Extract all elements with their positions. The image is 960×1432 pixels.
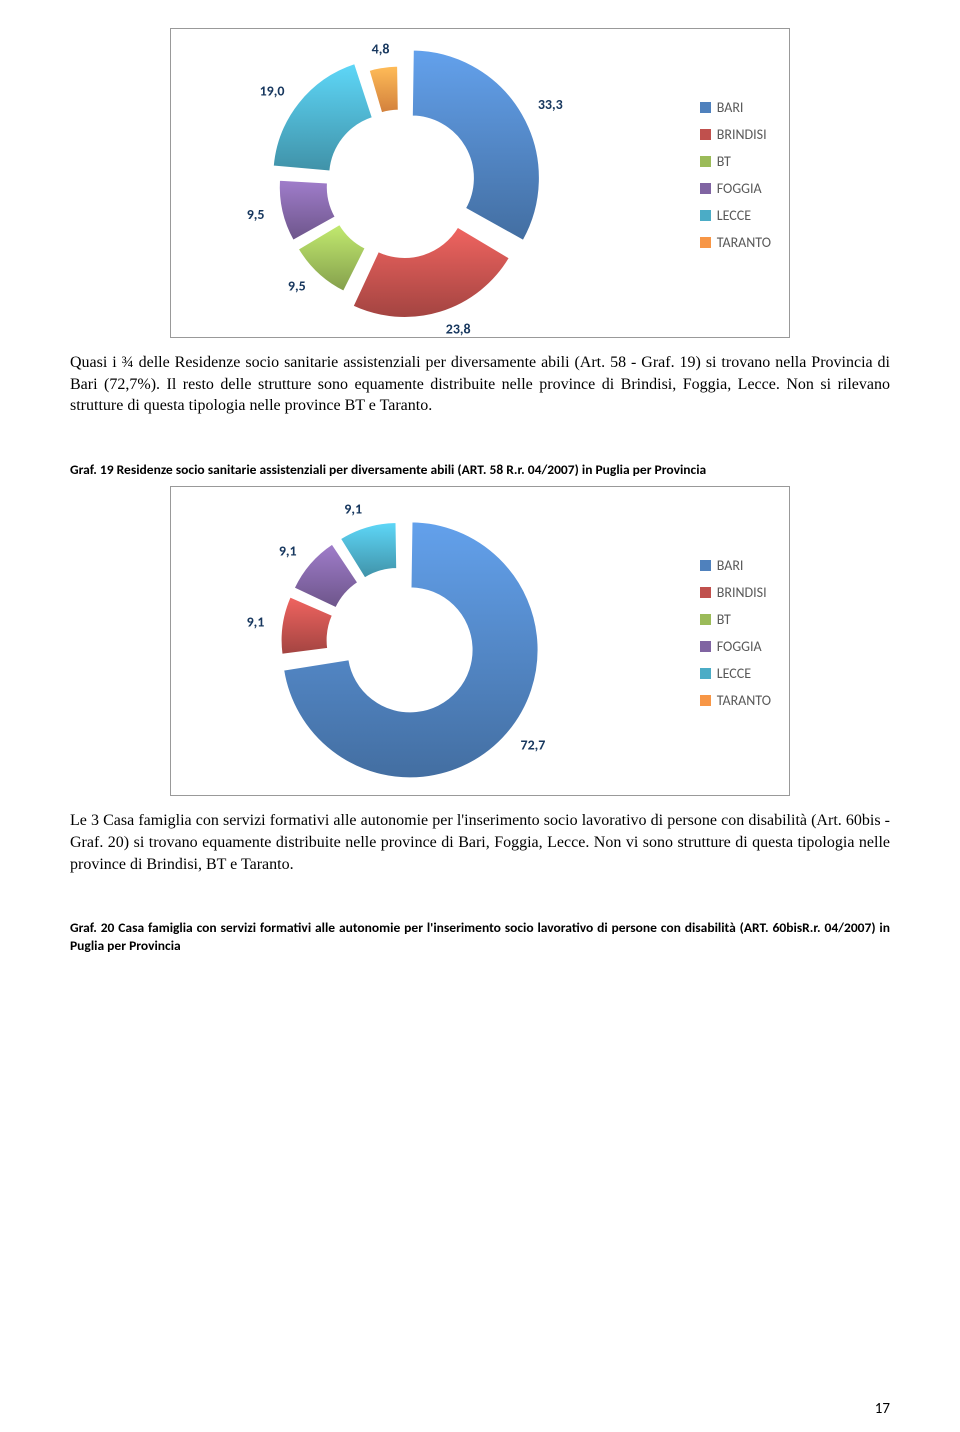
legend-swatch [700, 587, 711, 598]
slice-label: 23,8 [446, 320, 471, 337]
slice-label: 9,5 [288, 278, 306, 295]
doughnut-chart-1: 33,3 23,8 9,5 9,5 19,0 4,8 [171, 29, 601, 339]
legend-item: BARI [700, 557, 771, 574]
legend-item: BT [700, 611, 771, 628]
slice-label: 9,5 [247, 206, 265, 223]
legend-label: BARI [717, 99, 744, 116]
slice-label: 72,7 [520, 737, 545, 754]
legend-swatch [700, 210, 711, 221]
legend-swatch [700, 614, 711, 625]
slice-taranto [369, 66, 398, 113]
legend-item: BRINDISI [700, 584, 771, 601]
legend-2: BARI BRINDISI BT FOGGIA LECCE TARANTO [700, 557, 771, 719]
slice-label: 9,1 [344, 501, 362, 518]
slice-foggia [294, 545, 357, 608]
legend-item: TARANTO [700, 234, 771, 251]
slice-bari [412, 50, 539, 240]
legend-label: FOGGIA [717, 638, 762, 655]
legend-item: BT [700, 153, 771, 170]
slice-label: 9,1 [247, 614, 265, 631]
legend-1: BARI BRINDISI BT FOGGIA LECCE TARANTO [700, 99, 771, 261]
legend-label: BRINDISI [717, 584, 767, 601]
page-number: 17 [875, 1400, 890, 1418]
legend-label: BRINDISI [717, 126, 767, 143]
slice-foggia [279, 180, 335, 240]
legend-label: TARANTO [717, 692, 771, 709]
legend-item: TARANTO [700, 692, 771, 709]
legend-swatch [700, 183, 711, 194]
legend-swatch [700, 668, 711, 679]
chart-2-frame: 72,7 9,1 9,1 9,1 BARI BRINDISI BT FOGGIA LECCE T… [170, 486, 790, 796]
legend-swatch [700, 695, 711, 706]
slice-label: 19,0 [260, 82, 285, 99]
legend-swatch [700, 237, 711, 248]
slice-lecce [273, 64, 372, 171]
chart-1-frame: 33,3 23,8 9,5 9,5 19,0 4,8 BARI BRINDISI BT FOGG… [170, 28, 790, 338]
legend-swatch [700, 156, 711, 167]
legend-item: FOGGIA [700, 638, 771, 655]
slice-label: 33,3 [538, 96, 563, 113]
legend-label: BT [717, 611, 731, 628]
legend-label: FOGGIA [717, 180, 762, 197]
legend-label: LECCE [717, 207, 751, 224]
legend-item: FOGGIA [700, 180, 771, 197]
legend-swatch [700, 102, 711, 113]
legend-swatch [700, 560, 711, 571]
legend-label: LECCE [717, 665, 751, 682]
legend-label: TARANTO [717, 234, 771, 251]
chart-3-caption: Graf. 20 Casa famiglia con servizi forma… [70, 919, 890, 954]
legend-item: BRINDISI [700, 126, 771, 143]
slice-brindisi [281, 597, 332, 654]
slice-label: 9,1 [279, 543, 297, 560]
slice-brindisi [353, 227, 509, 317]
legend-item: BARI [700, 99, 771, 116]
legend-item: LECCE [700, 207, 771, 224]
legend-swatch [700, 641, 711, 652]
chart-2-caption: Graf. 19 Residenze socio sanitarie assis… [70, 461, 890, 479]
slice-bt [298, 225, 365, 292]
legend-swatch [700, 129, 711, 140]
paragraph-1: Quasi i ¾ delle Residenze socio sanitari… [70, 352, 890, 417]
paragraph-2: Le 3 Casa famiglia con servizi formativi… [70, 810, 890, 875]
legend-item: LECCE [700, 665, 771, 682]
slice-label: 4,8 [372, 41, 390, 58]
legend-label: BT [717, 153, 731, 170]
doughnut-chart-2: 72,7 9,1 9,1 9,1 [171, 487, 601, 797]
legend-label: BARI [717, 557, 744, 574]
